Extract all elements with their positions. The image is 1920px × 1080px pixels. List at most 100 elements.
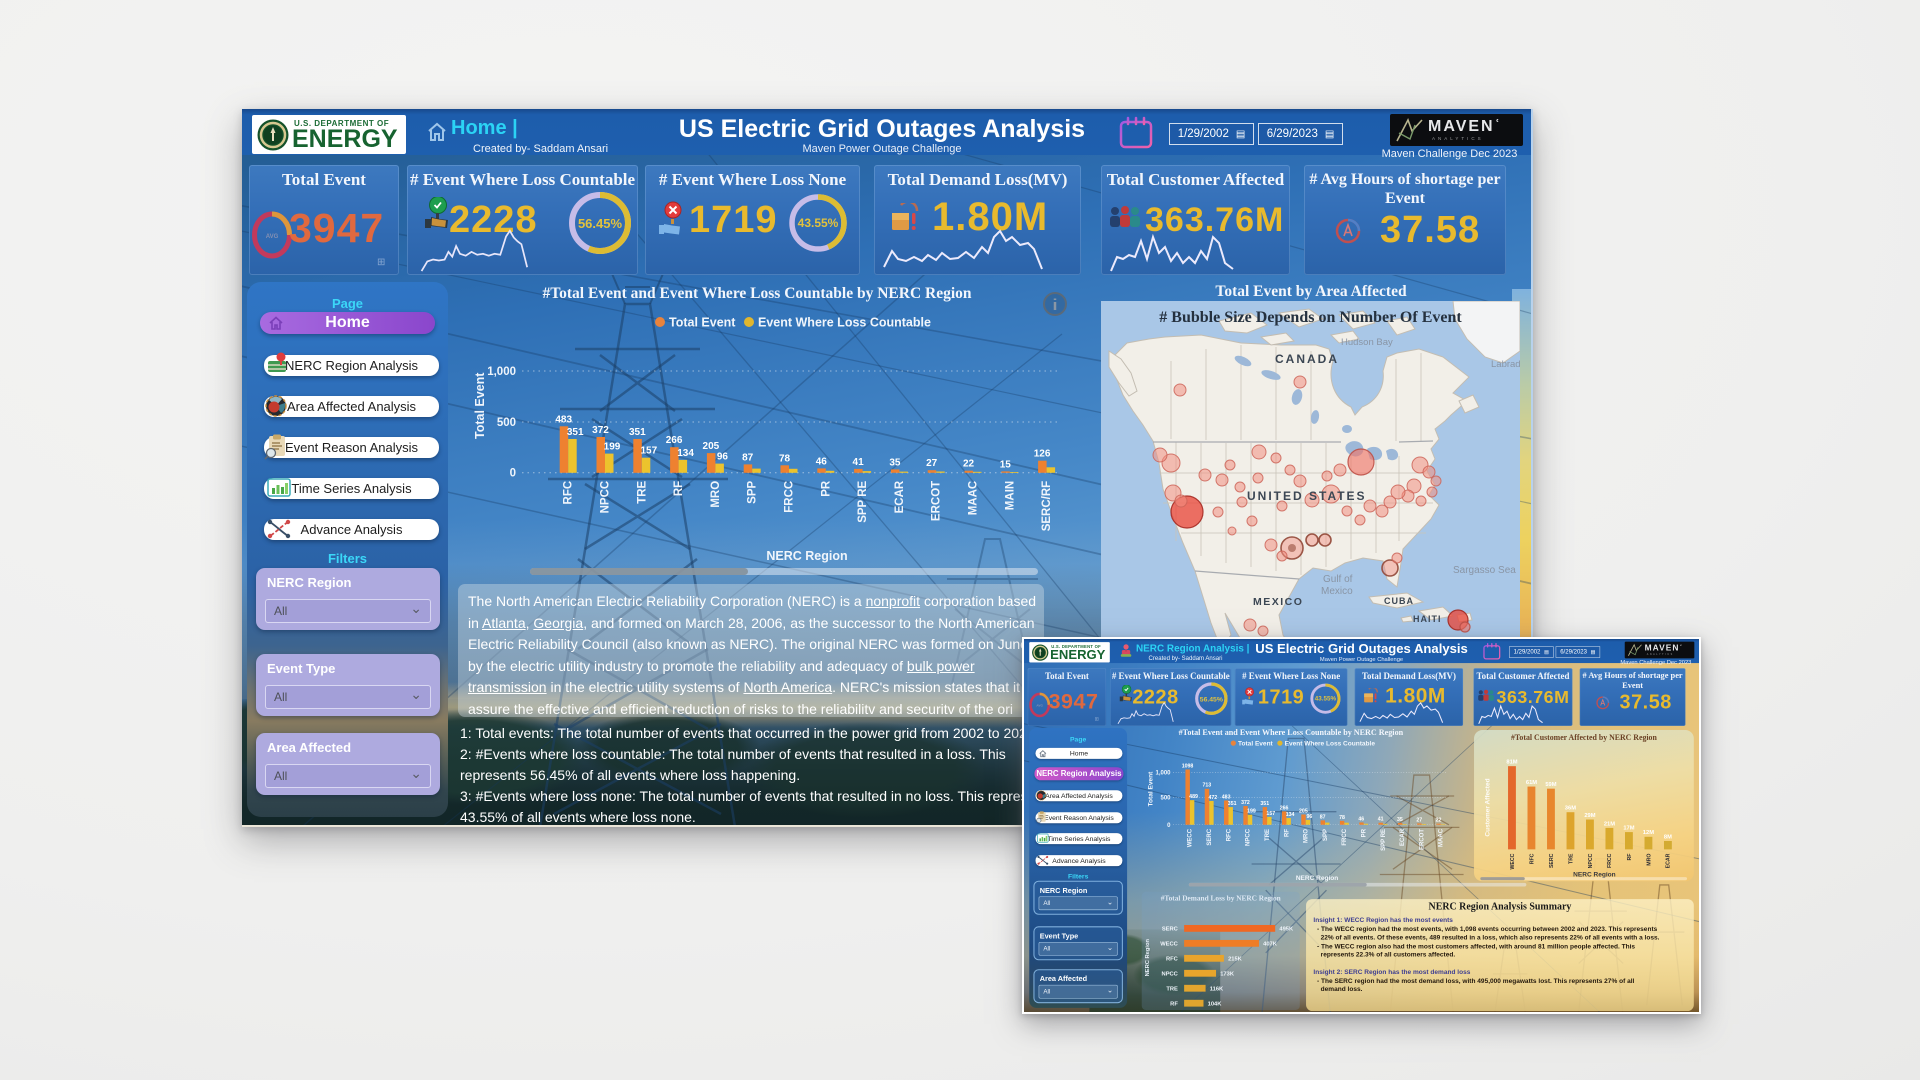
svg-text:27: 27	[1416, 817, 1422, 823]
svg-text:1098: 1098	[1182, 763, 1194, 769]
svg-text:PR: PR	[820, 480, 832, 497]
svg-text:22: 22	[1436, 818, 1442, 824]
svg-text:MAIN: MAIN	[1004, 481, 1016, 510]
svg-text:472: 472	[1208, 795, 1217, 801]
svg-text:HAITI: HAITI	[1413, 614, 1442, 624]
svg-text:Event Where Loss Countable: Event Where Loss Countable	[1285, 740, 1376, 747]
svg-text:173K: 173K	[1220, 971, 1235, 977]
svg-text:NPCC: NPCC	[1162, 971, 1178, 977]
svg-text:TRE: TRE	[1265, 829, 1271, 841]
svg-text:1,000: 1,000	[487, 366, 516, 378]
svg-text:199: 199	[1247, 809, 1256, 815]
svg-text:351: 351	[1260, 801, 1269, 807]
svg-text:SERC: SERC	[1549, 853, 1555, 868]
svg-text:MEXICO: MEXICO	[1253, 596, 1303, 608]
svg-text:NERC Region: NERC Region	[1573, 872, 1615, 879]
svg-text:SERC/RF: SERC/RF	[1041, 481, 1053, 531]
svg-text:SPP: SPP	[1323, 829, 1329, 841]
svg-text:ECAR: ECAR	[1400, 828, 1406, 846]
svg-text:Sargasso Sea: Sargasso Sea	[1453, 565, 1516, 576]
svg-text:0: 0	[510, 468, 516, 480]
svg-text:35: 35	[889, 457, 901, 468]
svg-text:215K: 215K	[1228, 956, 1243, 962]
svg-text:157: 157	[1266, 811, 1275, 817]
svg-text:WECC: WECC	[1160, 941, 1178, 947]
svg-text:21M: 21M	[1604, 821, 1615, 827]
svg-text:35: 35	[1397, 817, 1403, 823]
svg-text:MRO: MRO	[1646, 854, 1652, 866]
svg-text:87: 87	[1320, 814, 1326, 820]
svg-text:126: 126	[1034, 449, 1051, 460]
svg-text:CUBA: CUBA	[1384, 596, 1414, 606]
svg-text:351: 351	[567, 427, 584, 438]
svg-text:12M: 12M	[1643, 830, 1654, 836]
svg-text:RF: RF	[1627, 854, 1633, 861]
svg-text:134: 134	[1286, 812, 1295, 818]
svg-text:RF: RF	[1170, 1001, 1178, 1007]
svg-text:MRO: MRO	[1304, 829, 1310, 843]
svg-text:SPP RE: SPP RE	[857, 480, 869, 522]
svg-text:96: 96	[717, 452, 729, 463]
svg-text:36M: 36M	[1565, 806, 1576, 812]
svg-text:ERCOT: ERCOT	[1419, 829, 1425, 850]
svg-text:27: 27	[926, 458, 938, 469]
svg-text:SERC: SERC	[1162, 926, 1178, 932]
svg-text:205: 205	[1299, 808, 1308, 814]
svg-text:0: 0	[1167, 823, 1171, 829]
svg-text:372: 372	[1241, 800, 1250, 806]
svg-text:8M: 8M	[1664, 834, 1672, 840]
svg-text:FRCC: FRCC	[784, 481, 796, 513]
svg-text:NERC Region: NERC Region	[1145, 939, 1151, 977]
svg-text:UNITED STATES: UNITED STATES	[1247, 489, 1367, 503]
svg-text:157: 157	[640, 446, 657, 457]
svg-text:78: 78	[1339, 815, 1345, 821]
svg-text:46: 46	[1358, 816, 1364, 822]
svg-text:RFC: RFC	[1226, 828, 1232, 841]
svg-text:713: 713	[1202, 783, 1211, 789]
svg-text:500: 500	[1161, 796, 1172, 802]
svg-text:22: 22	[963, 459, 975, 470]
svg-text:483: 483	[555, 414, 572, 425]
svg-text:116K: 116K	[1210, 986, 1224, 992]
svg-text:ERCOT: ERCOT	[931, 481, 943, 521]
svg-text:Labrad: Labrad	[1491, 359, 1520, 370]
svg-text:SPP RE: SPP RE	[1381, 829, 1387, 851]
svg-text:15: 15	[1000, 459, 1012, 470]
svg-text:96: 96	[1306, 814, 1312, 820]
svg-text:ECAR: ECAR	[1666, 853, 1672, 868]
svg-text:NERC Region: NERC Region	[1296, 875, 1338, 882]
svg-text:59M: 59M	[1545, 782, 1556, 788]
svg-text:MAAC: MAAC	[968, 481, 980, 516]
svg-text:AVG: AVG	[266, 234, 279, 240]
svg-text:RF: RF	[673, 481, 685, 496]
svg-text:Mexico: Mexico	[1321, 586, 1353, 597]
svg-text:46: 46	[816, 456, 828, 467]
svg-text:Event Where Loss Countable: Event Where Loss Countable	[758, 316, 931, 330]
svg-text:RF: RF	[1284, 829, 1290, 837]
svg-text:Total Event: Total Event	[1148, 771, 1155, 807]
svg-text:NPCC: NPCC	[600, 481, 612, 514]
svg-text:29M: 29M	[1584, 813, 1595, 819]
svg-text:81M: 81M	[1506, 760, 1517, 766]
svg-text:RFC: RFC	[1529, 853, 1535, 864]
svg-text:266: 266	[666, 435, 683, 446]
svg-text:41: 41	[1378, 817, 1384, 823]
svg-text:WECC: WECC	[1188, 828, 1194, 847]
svg-text:RFC: RFC	[1166, 956, 1178, 962]
svg-text:500: 500	[497, 417, 516, 429]
svg-text:FRCC: FRCC	[1342, 828, 1348, 845]
svg-text:87: 87	[742, 452, 754, 463]
svg-text:407K: 407K	[1263, 941, 1278, 947]
svg-text:Customer Affected: Customer Affected	[1485, 778, 1492, 836]
svg-text:351: 351	[629, 427, 646, 438]
svg-text:TRE: TRE	[636, 480, 648, 503]
svg-text:483: 483	[1222, 794, 1231, 800]
svg-text:495K: 495K	[1279, 926, 1294, 932]
svg-text:Total Event: Total Event	[1238, 740, 1274, 747]
svg-text:SPP: SPP	[747, 480, 759, 503]
svg-text:351: 351	[1228, 801, 1237, 807]
svg-text:Hudson Bay: Hudson Bay	[1341, 337, 1393, 348]
svg-text:Total Event: Total Event	[669, 316, 736, 330]
svg-text:CANADA: CANADA	[1275, 352, 1339, 366]
svg-text:NPCC: NPCC	[1246, 828, 1252, 846]
